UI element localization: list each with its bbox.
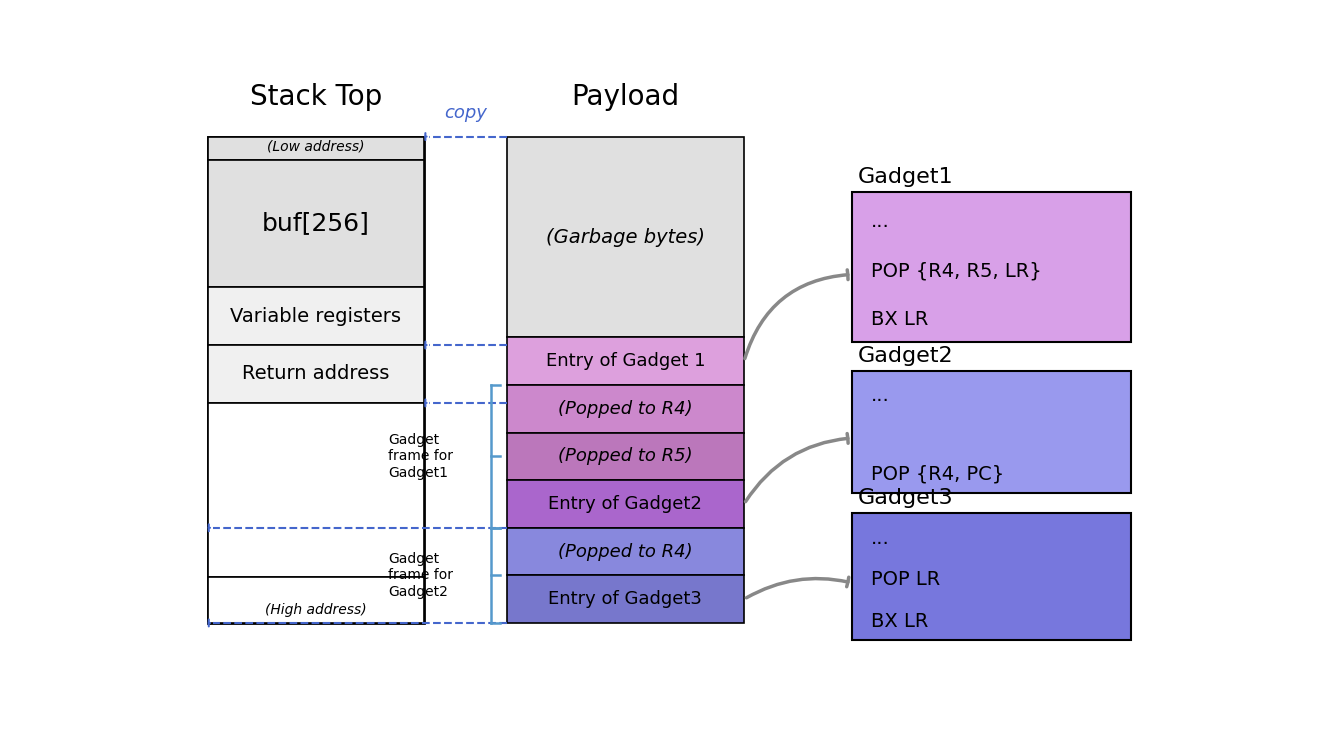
FancyBboxPatch shape bbox=[507, 481, 744, 528]
Text: ...: ... bbox=[870, 529, 889, 548]
Text: POP {R4, R5, LR}: POP {R4, R5, LR} bbox=[870, 261, 1042, 280]
FancyBboxPatch shape bbox=[208, 137, 425, 159]
Text: POP {R4, PC}: POP {R4, PC} bbox=[870, 465, 1004, 484]
FancyBboxPatch shape bbox=[208, 159, 425, 287]
Text: (Popped to R4): (Popped to R4) bbox=[558, 543, 692, 560]
Text: Gadget
frame for
Gadget2: Gadget frame for Gadget2 bbox=[389, 552, 453, 599]
FancyBboxPatch shape bbox=[507, 432, 744, 481]
FancyBboxPatch shape bbox=[208, 137, 425, 623]
Text: Gadget3: Gadget3 bbox=[857, 488, 953, 508]
Text: Variable registers: Variable registers bbox=[230, 307, 402, 326]
FancyBboxPatch shape bbox=[507, 137, 744, 338]
Text: Entry of Gadget2: Entry of Gadget2 bbox=[548, 495, 703, 513]
Text: copy: copy bbox=[445, 104, 487, 122]
Text: buf[256]: buf[256] bbox=[262, 211, 370, 235]
Text: (Garbage bytes): (Garbage bytes) bbox=[546, 228, 705, 247]
FancyBboxPatch shape bbox=[208, 577, 425, 623]
Text: Stack Top: Stack Top bbox=[250, 83, 382, 111]
FancyBboxPatch shape bbox=[507, 338, 744, 385]
Text: (High address): (High address) bbox=[265, 603, 367, 617]
Text: (Low address): (Low address) bbox=[268, 139, 365, 153]
FancyBboxPatch shape bbox=[852, 371, 1131, 493]
Text: BX LR: BX LR bbox=[870, 611, 928, 631]
Text: Gadget2: Gadget2 bbox=[857, 347, 953, 366]
FancyBboxPatch shape bbox=[208, 403, 425, 577]
Text: Entry of Gadget 1: Entry of Gadget 1 bbox=[546, 352, 705, 370]
Text: ...: ... bbox=[870, 386, 889, 405]
FancyBboxPatch shape bbox=[507, 575, 744, 623]
Text: BX LR: BX LR bbox=[870, 310, 928, 329]
FancyBboxPatch shape bbox=[208, 345, 425, 403]
FancyBboxPatch shape bbox=[208, 287, 425, 345]
Text: POP LR: POP LR bbox=[870, 570, 940, 590]
FancyBboxPatch shape bbox=[507, 385, 744, 432]
Text: Gadget1: Gadget1 bbox=[857, 167, 953, 187]
Text: Return address: Return address bbox=[242, 365, 390, 384]
Text: Payload: Payload bbox=[571, 83, 679, 111]
FancyBboxPatch shape bbox=[852, 192, 1131, 342]
FancyBboxPatch shape bbox=[507, 528, 744, 575]
Text: (Popped to R4): (Popped to R4) bbox=[558, 400, 692, 418]
FancyBboxPatch shape bbox=[852, 513, 1131, 641]
Text: (Popped to R5): (Popped to R5) bbox=[558, 447, 692, 465]
Text: Gadget
frame for
Gadget1: Gadget frame for Gadget1 bbox=[389, 433, 453, 480]
Text: ...: ... bbox=[870, 212, 889, 231]
Text: Entry of Gadget3: Entry of Gadget3 bbox=[548, 590, 703, 608]
